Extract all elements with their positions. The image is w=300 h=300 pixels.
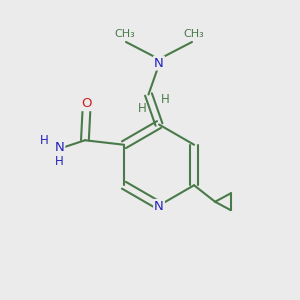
Text: N: N	[154, 200, 164, 213]
Text: CH₃: CH₃	[183, 28, 204, 39]
Text: H: H	[40, 134, 49, 147]
Text: N: N	[55, 141, 64, 154]
Text: H: H	[160, 92, 169, 106]
Text: N: N	[154, 56, 164, 70]
Text: H: H	[138, 102, 147, 116]
Text: CH₃: CH₃	[114, 28, 135, 39]
Text: H: H	[55, 155, 64, 168]
Text: O: O	[81, 97, 92, 110]
